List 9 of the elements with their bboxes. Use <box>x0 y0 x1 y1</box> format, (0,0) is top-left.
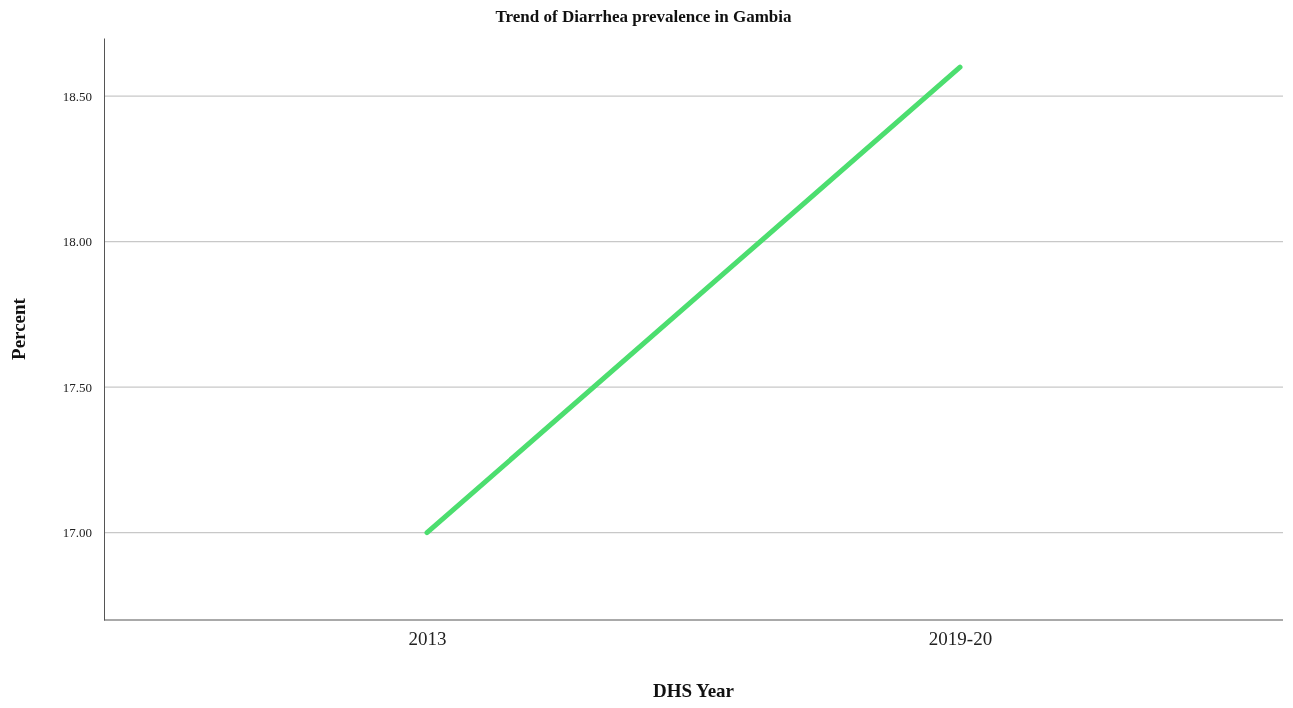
y-tick-label: 17.50 <box>62 379 92 395</box>
x-axis-title: DHS Year <box>652 680 735 701</box>
y-tick-label: 18.50 <box>62 88 92 104</box>
x-tick-label: 2013 <box>408 628 447 650</box>
y-tick-label: 17.00 <box>62 525 92 541</box>
x-tick-label: 2019-20 <box>928 628 993 650</box>
y-axis-title: Percent <box>8 297 29 360</box>
chart-title: Trend of Diarrhea prevalence in Gambia <box>495 7 793 26</box>
y-tick-label: 18.00 <box>62 234 92 250</box>
